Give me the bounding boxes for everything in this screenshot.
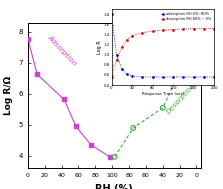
Point <box>89 143 93 146</box>
Point <box>35 73 39 76</box>
Legend: adsorption RH 0%~80%, desorption RH 80% ~ 0%: adsorption RH 0%~80%, desorption RH 80% … <box>160 11 212 22</box>
X-axis label: Response Time (sec): Response Time (sec) <box>142 92 184 96</box>
Point <box>108 155 112 158</box>
Point <box>26 37 30 40</box>
Point <box>62 98 66 101</box>
Point <box>113 155 116 158</box>
Point <box>74 125 78 128</box>
Y-axis label: Log R/Ω: Log R/Ω <box>4 76 13 115</box>
Text: Desorption: Desorption <box>165 82 197 115</box>
Y-axis label: Log R: Log R <box>97 40 103 54</box>
Point <box>161 106 165 109</box>
Text: Adsorption: Adsorption <box>46 34 78 67</box>
X-axis label: RH (%): RH (%) <box>95 184 133 189</box>
Point <box>132 126 135 129</box>
Point <box>190 44 194 47</box>
